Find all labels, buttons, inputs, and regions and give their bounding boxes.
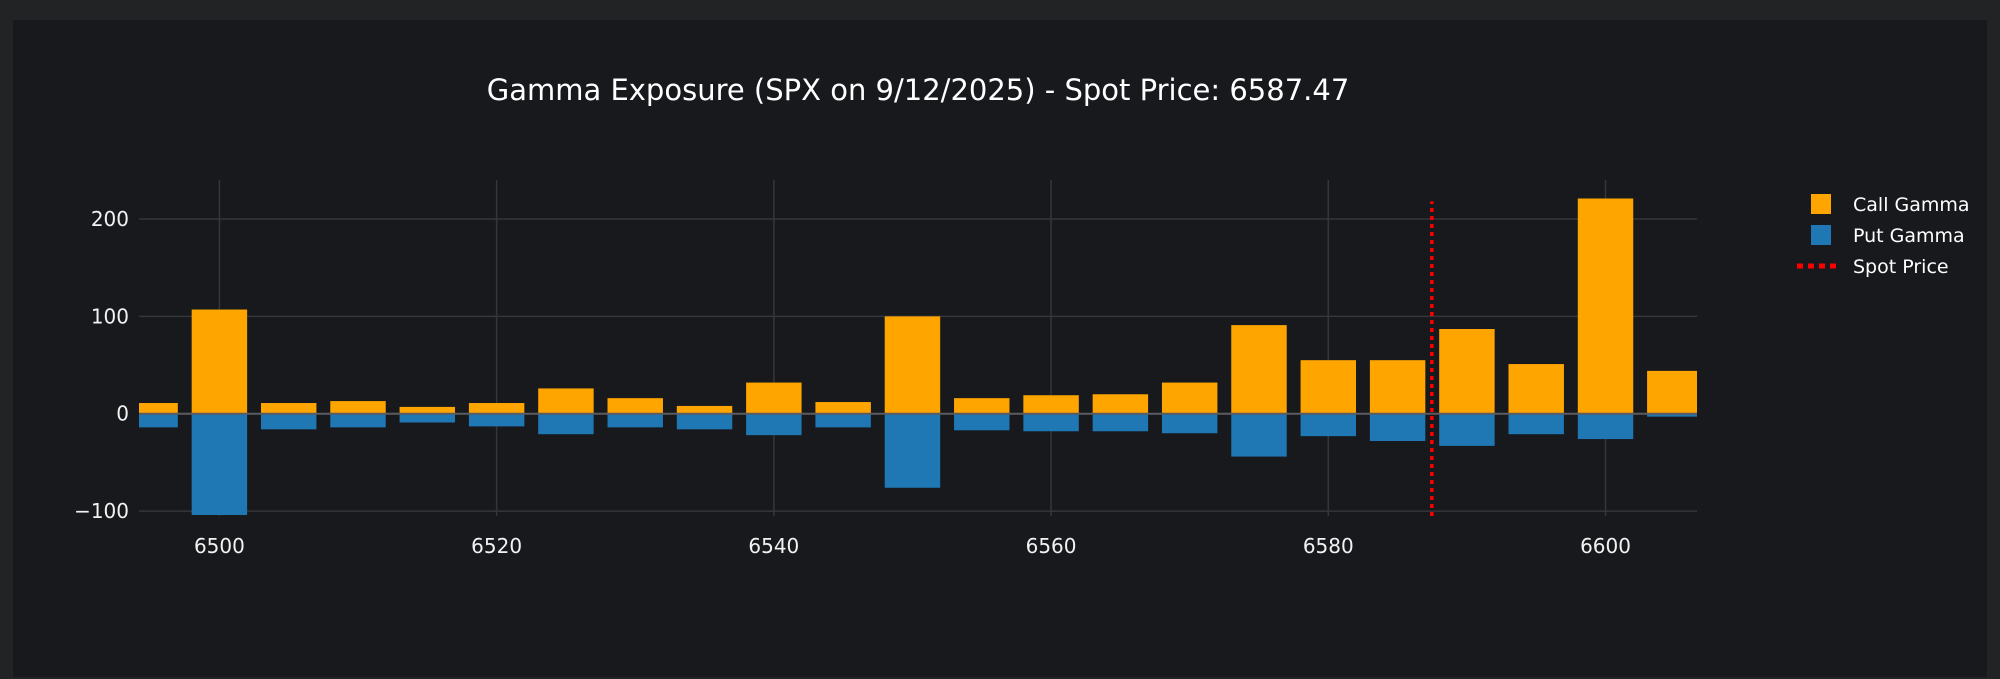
x-tick-label-6600: 6600	[1580, 534, 1631, 558]
y-tick-label-3: 200	[91, 207, 129, 231]
put-gamma-bar-6520	[468, 413, 525, 427]
call-gamma-bar-6500	[191, 309, 248, 414]
bars	[139, 198, 1697, 516]
chart-frame: Gamma Exposure (SPX on 9/12/2025) - Spot…	[13, 20, 1987, 677]
legend[interactable]: Call Gamma Put Gamma Spot Price	[1797, 194, 1970, 278]
call-gamma-bar-6560	[1023, 395, 1079, 414]
x-axis-tick-labels: 6500 6520 6540 6560 6580 6600	[194, 534, 1631, 558]
legend-label: Put Gamma	[1853, 225, 1965, 247]
call-gamma-bar-6510	[330, 401, 386, 414]
call-gamma-bar-6565	[1092, 394, 1149, 414]
put-gamma-bar-6570	[1161, 413, 1218, 434]
x-tick-label-6500: 6500	[194, 534, 245, 558]
put-gamma-bar-6500	[191, 413, 248, 516]
call-gamma-bar-6520	[468, 403, 525, 414]
call-gamma-bar-6505	[260, 403, 317, 414]
call-gamma-bar-6570	[1161, 382, 1218, 414]
call-gamma-bar-6550	[884, 316, 941, 414]
call-gamma-bar-6605	[1647, 370, 1697, 414]
put-gamma-bar-6605	[1647, 413, 1697, 417]
call-gamma-bar-6515	[399, 406, 456, 414]
call-gamma-bar-6540	[746, 382, 802, 414]
gamma-exposure-chart: Gamma Exposure (SPX on 9/12/2025) - Spot…	[74, 73, 1970, 558]
legend-label: Spot Price	[1853, 256, 1949, 278]
legend-item-put-gamma[interactable]: Put Gamma	[1811, 225, 1965, 247]
x-tick-label-6520: 6520	[471, 534, 522, 558]
put-gamma-bar-6535	[676, 413, 733, 430]
put-gamma-bar-6525	[538, 413, 594, 435]
call-gamma-bar-6595	[1508, 364, 1564, 414]
call-gamma-bar-6495	[139, 403, 178, 414]
y-tick-label-2: 100	[91, 304, 129, 328]
x-tick-label-6540: 6540	[748, 534, 799, 558]
legend-item-spot-price[interactable]: Spot Price	[1797, 256, 1949, 278]
call-gamma-bar-6600	[1577, 198, 1634, 414]
put-gamma-bar-6505	[260, 413, 317, 430]
put-gamma-bar-6555	[954, 413, 1010, 431]
call-gamma-bar-6580	[1300, 360, 1357, 414]
legend-item-call-gamma[interactable]: Call Gamma	[1811, 194, 1970, 216]
put-gamma-bar-6495	[139, 413, 178, 428]
y-tick-label-0: −100	[74, 499, 129, 523]
put-gamma-bar-6530	[607, 413, 663, 428]
call-gamma-bar-6555	[954, 398, 1010, 414]
call-gamma-bar-6530	[607, 398, 663, 414]
put-gamma-bar-6545	[815, 413, 871, 428]
put-gamma-bar-6580	[1300, 413, 1357, 437]
call-gamma-bar-6575	[1231, 325, 1287, 414]
legend-swatch	[1811, 194, 1831, 214]
call-gamma-bar-6585	[1369, 360, 1426, 414]
x-tick-label-6580: 6580	[1303, 534, 1354, 558]
put-gamma-bar-6560	[1023, 413, 1079, 432]
put-gamma-bar-6540	[746, 413, 802, 436]
put-gamma-bar-6585	[1369, 413, 1426, 442]
call-gamma-bar-6545	[815, 402, 871, 414]
put-gamma-bar-6595	[1508, 413, 1564, 435]
put-gamma-bar-6575	[1231, 413, 1287, 457]
put-gamma-bar-6510	[330, 413, 386, 428]
legend-label: Call Gamma	[1853, 194, 1970, 216]
y-axis-tick-labels: −100 0 100 200	[74, 207, 129, 523]
y-tick-label-1: 0	[116, 402, 129, 426]
call-gamma-bar-6535	[676, 405, 733, 414]
chart-title: Gamma Exposure (SPX on 9/12/2025) - Spot…	[487, 73, 1350, 107]
call-gamma-bar-6590	[1439, 329, 1495, 414]
put-gamma-bar-6565	[1092, 413, 1149, 432]
call-gamma-bar-6525	[538, 388, 594, 414]
put-gamma-bar-6550	[884, 413, 941, 488]
put-gamma-bar-6590	[1439, 413, 1495, 446]
x-tick-label-6560: 6560	[1026, 534, 1077, 558]
put-gamma-bar-6600	[1577, 413, 1634, 440]
put-gamma-bar-6515	[399, 413, 456, 423]
legend-swatch	[1811, 225, 1831, 245]
